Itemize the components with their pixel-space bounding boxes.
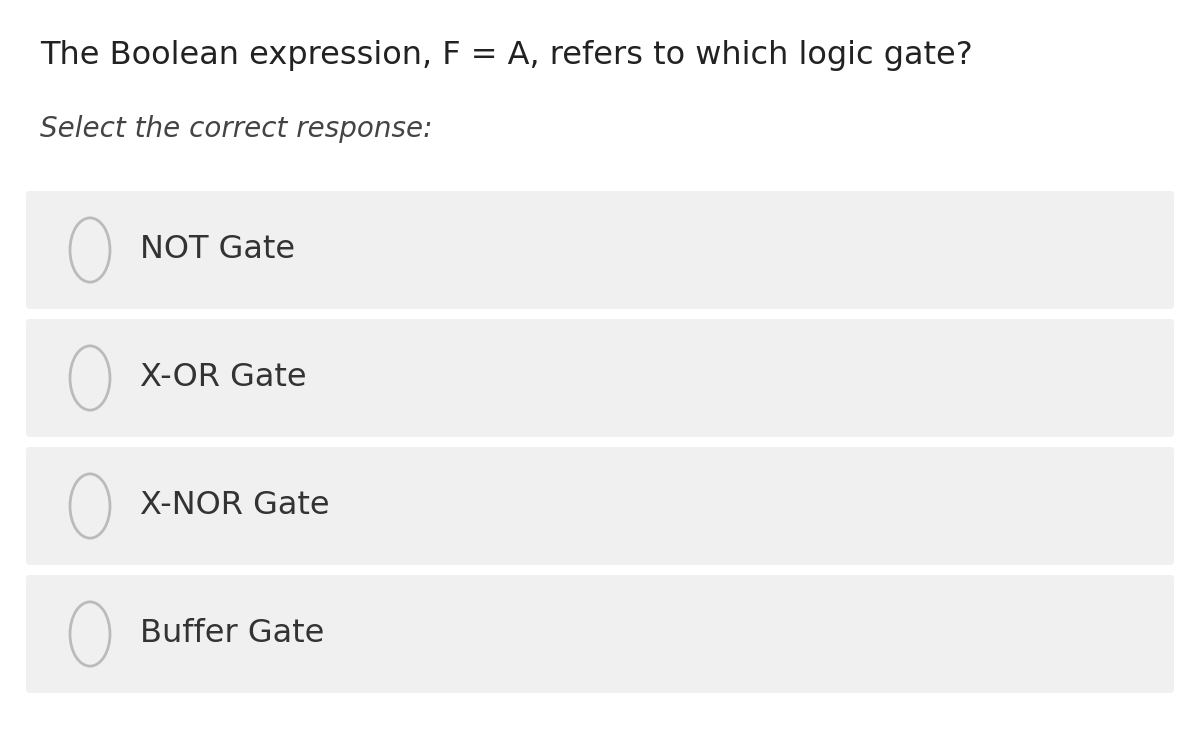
FancyBboxPatch shape xyxy=(26,575,1174,693)
FancyBboxPatch shape xyxy=(26,191,1174,309)
Text: Buffer Gate: Buffer Gate xyxy=(140,619,324,649)
FancyBboxPatch shape xyxy=(26,319,1174,437)
Ellipse shape xyxy=(70,474,110,538)
Text: X-OR Gate: X-OR Gate xyxy=(140,362,307,394)
Ellipse shape xyxy=(70,346,110,410)
Ellipse shape xyxy=(70,218,110,282)
FancyBboxPatch shape xyxy=(26,447,1174,565)
Text: NOT Gate: NOT Gate xyxy=(140,235,295,265)
Ellipse shape xyxy=(70,602,110,666)
Text: Select the correct response:: Select the correct response: xyxy=(40,115,432,143)
Text: X-NOR Gate: X-NOR Gate xyxy=(140,491,330,521)
Text: The Boolean expression, F = A, refers to which logic gate?: The Boolean expression, F = A, refers to… xyxy=(40,40,973,71)
